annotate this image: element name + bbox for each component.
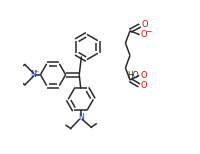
Text: O: O bbox=[141, 30, 148, 39]
Text: +: + bbox=[33, 69, 39, 74]
Text: O: O bbox=[141, 81, 147, 90]
Text: −: − bbox=[145, 27, 152, 36]
Text: O: O bbox=[141, 71, 147, 80]
Text: O: O bbox=[141, 20, 148, 29]
Text: HO: HO bbox=[127, 71, 138, 80]
Text: N: N bbox=[78, 113, 84, 122]
Text: N: N bbox=[31, 70, 36, 79]
